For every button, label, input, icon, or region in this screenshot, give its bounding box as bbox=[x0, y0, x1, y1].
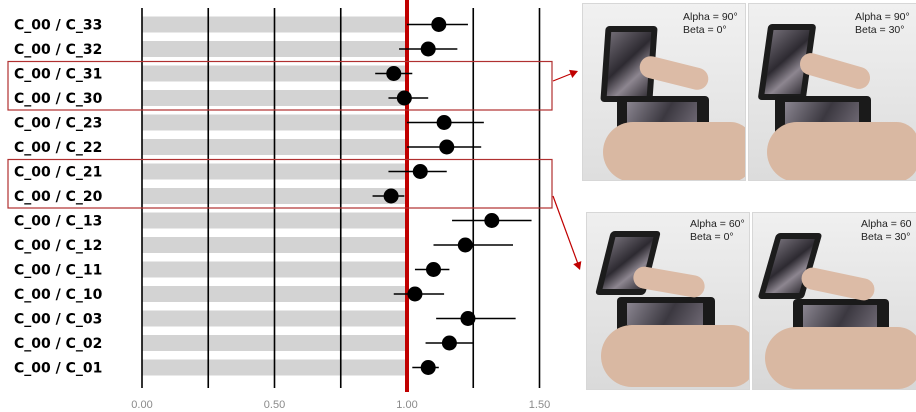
estimate-points bbox=[372, 17, 532, 375]
row-label: C_00 / C_23 bbox=[14, 116, 102, 132]
beta-label: Beta = 30° bbox=[855, 24, 905, 36]
row-label: C_00 / C_13 bbox=[14, 214, 102, 230]
row-label: C_00 / C_02 bbox=[14, 336, 102, 352]
point-estimate bbox=[439, 139, 455, 155]
row-label: C_00 / C_10 bbox=[14, 287, 103, 303]
row-label: C_00 / C_33 bbox=[14, 18, 102, 34]
alpha-label: Alpha = 90° bbox=[855, 11, 910, 23]
photo-caption: Alpha = 60° Beta = 0° bbox=[690, 218, 745, 244]
photo-alpha90-beta0: Alpha = 90° Beta = 0° bbox=[582, 3, 746, 181]
pointer-arrows bbox=[552, 69, 582, 270]
photo-caption: Alpha = 90° Beta = 0° bbox=[683, 11, 738, 37]
point-estimate bbox=[386, 66, 402, 81]
beta-label: Beta = 0° bbox=[690, 231, 734, 243]
row-label: C_00 / C_30 bbox=[14, 91, 103, 107]
point-estimate bbox=[420, 41, 436, 57]
highlight-box bbox=[7, 158, 553, 209]
arrow-shaft bbox=[552, 195, 579, 265]
point-estimate bbox=[441, 335, 457, 351]
row-label: C_00 / C_03 bbox=[14, 312, 102, 328]
row-label: C_00 / C_01 bbox=[14, 361, 102, 377]
row-label: C_00 / C_21 bbox=[14, 165, 102, 181]
row-labels: C_00 / C_33 C_00 / C_32 C_00 / C_31 C_00 / … bbox=[14, 18, 103, 377]
row-label: C_00 / C_31 bbox=[14, 67, 102, 83]
point-estimate bbox=[460, 311, 476, 326]
alpha-label: Alpha = 90° bbox=[683, 11, 738, 23]
row-label: C_00 / C_32 bbox=[14, 42, 102, 58]
point-estimate bbox=[484, 213, 500, 228]
row-label: C_00 / C_22 bbox=[14, 140, 102, 156]
point-estimate bbox=[457, 237, 473, 253]
highlight-box bbox=[7, 60, 553, 111]
row-label: C_00 / C_20 bbox=[14, 189, 103, 205]
photo-caption: Alpha = 90° Beta = 30° bbox=[855, 11, 910, 37]
point-estimate bbox=[436, 115, 452, 130]
point-estimate bbox=[383, 188, 399, 204]
photo-alpha60-beta30: Alpha = 60 Beta = 30° bbox=[752, 212, 916, 390]
x-tick-label: 0.50 bbox=[264, 399, 285, 411]
point-estimate bbox=[412, 164, 428, 179]
beta-label: Beta = 0° bbox=[683, 24, 727, 36]
arrow-shaft bbox=[552, 72, 574, 82]
photo-caption: Alpha = 60 Beta = 30° bbox=[861, 218, 912, 244]
point-estimate bbox=[426, 262, 441, 277]
photo-alpha90-beta30: Alpha = 90° Beta = 30° bbox=[748, 3, 916, 181]
beta-label: Beta = 30° bbox=[861, 231, 911, 243]
row-label: C_00 / C_12 bbox=[14, 238, 102, 254]
x-tick-labels: 0.00 0.50 1.00 1.50 bbox=[131, 399, 550, 411]
arrow-head bbox=[569, 69, 578, 78]
alpha-label: Alpha = 60 bbox=[861, 218, 912, 230]
point-estimate bbox=[431, 17, 447, 32]
point-estimate bbox=[396, 90, 412, 106]
x-tick-label: 1.00 bbox=[396, 399, 417, 411]
x-tick-label: 0.00 bbox=[131, 399, 152, 411]
photo-alpha60-beta0: Alpha = 60° Beta = 0° bbox=[586, 212, 750, 390]
arrow-head bbox=[573, 261, 582, 270]
row-label: C_00 / C_11 bbox=[14, 263, 102, 279]
x-tick-label: 1.50 bbox=[529, 399, 550, 411]
point-estimate bbox=[420, 360, 436, 375]
alpha-label: Alpha = 60° bbox=[690, 218, 745, 230]
point-estimate bbox=[407, 286, 423, 302]
highlight-boxes bbox=[7, 60, 553, 209]
